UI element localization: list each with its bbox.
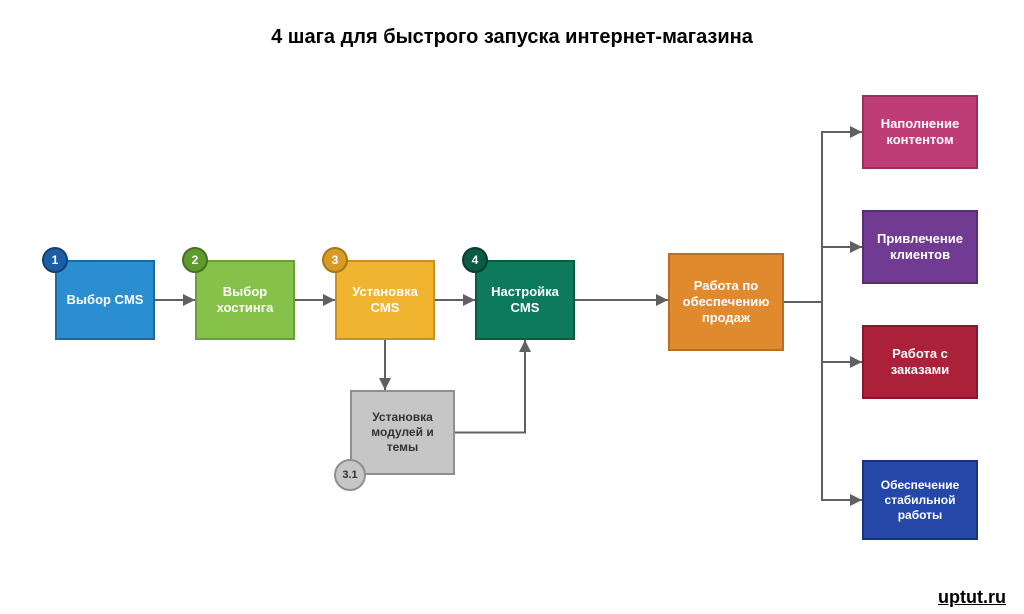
node-n1: Выбор CMS [55,260,155,340]
node-o4: Обеспечение стабильной работы [862,460,978,540]
badge-b3: 3 [322,247,348,273]
node-o3: Работа с заказами [862,325,978,399]
badge-b1: 1 [42,247,68,273]
node-n3: Установка CMS [335,260,435,340]
node-n31: Установка модулей и темы [350,390,455,475]
badge-b2: 2 [182,247,208,273]
badge-b31: 3.1 [334,459,366,491]
diagram-title: 4 шага для быстрого запуска интернет-маг… [0,26,1024,49]
node-n4: Настройка CMS [475,260,575,340]
node-o1: Наполнение контентом [862,95,978,169]
node-n2: Выбор хостинга [195,260,295,340]
badge-b4: 4 [462,247,488,273]
node-o2: Привлечение клиентов [862,210,978,284]
node-n5: Работа по обеспечению продаж [668,253,784,351]
footer-link[interactable]: uptut.ru [938,587,1006,608]
